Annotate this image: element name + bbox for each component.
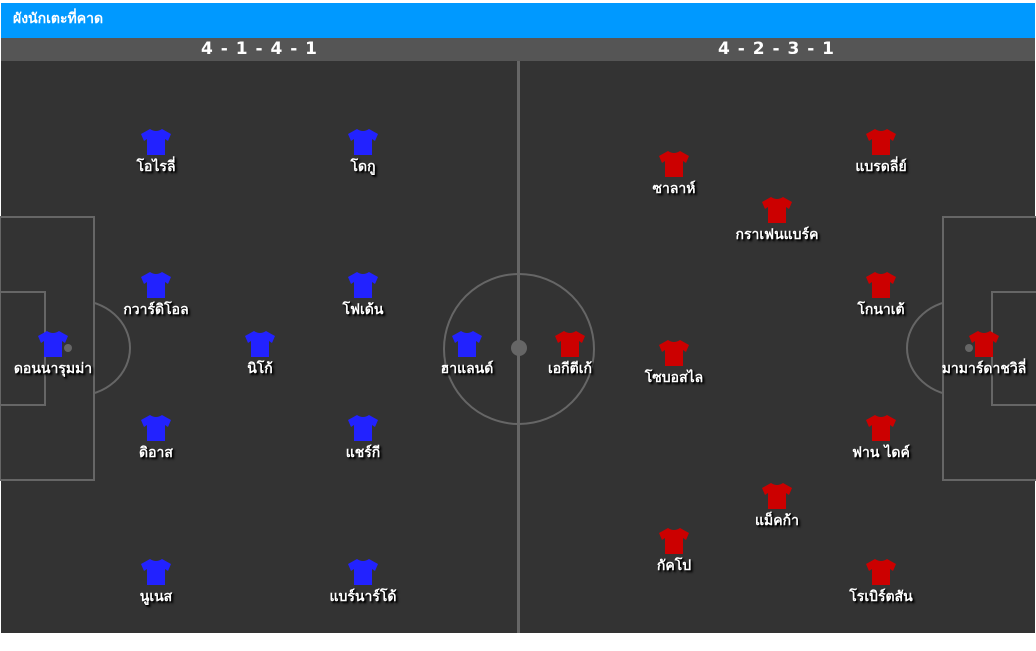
shirt-icon <box>866 129 896 155</box>
shirt-icon <box>348 415 378 441</box>
shirt-icon <box>452 331 482 357</box>
away-player[interactable]: โรเบิร์ตสัน <box>821 558 941 606</box>
player-name: ฮาแลนด์ <box>440 361 494 377</box>
home-player[interactable]: ฮาแลนด์ <box>407 330 527 378</box>
shirt-icon <box>866 272 896 298</box>
shirt-icon <box>245 331 275 357</box>
home-formation: 4 - 1 - 4 - 1 <box>201 39 318 59</box>
player-name: โฟเด้น <box>342 302 384 318</box>
player-name: กวาร์ดิโอล <box>123 302 189 318</box>
shirt-icon <box>969 331 999 357</box>
home-player[interactable]: นิโก้ <box>200 330 320 378</box>
player-name: แม็คก้า <box>755 513 799 529</box>
shirt-icon <box>762 197 792 223</box>
player-name: โดกู <box>350 159 376 175</box>
shirt-icon <box>866 559 896 585</box>
player-name: โซบอสไล <box>644 370 704 386</box>
player-name: ดอนนารุมม่า <box>13 361 93 377</box>
player-name: โอไรลี่ <box>136 159 176 175</box>
shirt-icon <box>348 272 378 298</box>
shirt-icon <box>348 559 378 585</box>
shirt-icon <box>141 415 171 441</box>
shirt-icon <box>866 415 896 441</box>
center-spot <box>511 340 527 356</box>
left-penalty-spot <box>64 344 72 352</box>
away-player[interactable]: โกนาเต้ <box>821 271 941 319</box>
player-name: โรเบิร์ตสัน <box>849 589 913 605</box>
player-name: นูเนส <box>139 589 173 605</box>
away-player[interactable]: ฟาน ไดค์ <box>821 414 941 462</box>
lineup-title: ผังนักเตะที่คาด <box>1 3 1035 38</box>
shirt-icon <box>141 129 171 155</box>
home-player[interactable]: โฟเด้น <box>303 271 423 319</box>
away-formation: 4 - 2 - 3 - 1 <box>718 39 835 59</box>
center-circle <box>443 273 595 425</box>
player-name: แบรดลี่ย์ <box>855 159 907 175</box>
home-player[interactable]: ดิอาส <box>96 414 216 462</box>
shirt-icon <box>659 151 689 177</box>
shirt-icon <box>659 340 689 366</box>
away-player[interactable]: โซบอสไล <box>614 339 734 387</box>
player-name: ซาลาห์ <box>652 181 696 197</box>
player-name: มามาร์ดาชวิลี่ <box>941 361 1027 377</box>
player-name: ฟาน ไดค์ <box>852 445 910 461</box>
player-name: กัคโป <box>656 558 692 574</box>
shirt-icon <box>38 331 68 357</box>
away-player[interactable]: ซาลาห์ <box>614 150 734 198</box>
away-player[interactable]: เอกีตีเก้ <box>510 330 630 378</box>
player-name: กราเฟนแบร์ค <box>735 227 819 243</box>
formation-bar: 4 - 1 - 4 - 1 4 - 2 - 3 - 1 <box>1 38 1035 61</box>
shirt-icon <box>555 331 585 357</box>
home-player[interactable]: โอไรลี่ <box>96 128 216 176</box>
home-player[interactable]: แชร์กี <box>303 414 423 462</box>
shirt-icon <box>659 528 689 554</box>
player-name: แบร์นาร์โด้ <box>329 589 397 605</box>
player-name: โกนาเต้ <box>857 302 905 318</box>
shirt-icon <box>141 559 171 585</box>
away-player[interactable]: กราเฟนแบร์ค <box>717 196 837 244</box>
shirt-icon <box>141 272 171 298</box>
home-player[interactable]: ดอนนารุมม่า <box>0 330 113 378</box>
shirt-icon <box>348 129 378 155</box>
right-penalty-spot <box>965 344 973 352</box>
home-player[interactable]: กวาร์ดิโอล <box>96 271 216 319</box>
away-player[interactable]: แบรดลี่ย์ <box>821 128 941 176</box>
home-player[interactable]: โดกู <box>303 128 423 176</box>
player-name: เอกีตีเก้ <box>547 361 593 377</box>
player-name: ดิอาส <box>139 445 173 461</box>
home-player[interactable]: แบร์นาร์โด้ <box>303 558 423 606</box>
away-player[interactable]: กัคโป <box>614 527 734 575</box>
home-player[interactable]: นูเนส <box>96 558 216 606</box>
shirt-icon <box>762 483 792 509</box>
away-player[interactable]: มามาร์ดาชวิลี่ <box>924 330 1036 378</box>
away-player[interactable]: แม็คก้า <box>717 482 837 530</box>
player-name: นิโก้ <box>247 361 273 377</box>
player-name: แชร์กี <box>345 445 381 461</box>
